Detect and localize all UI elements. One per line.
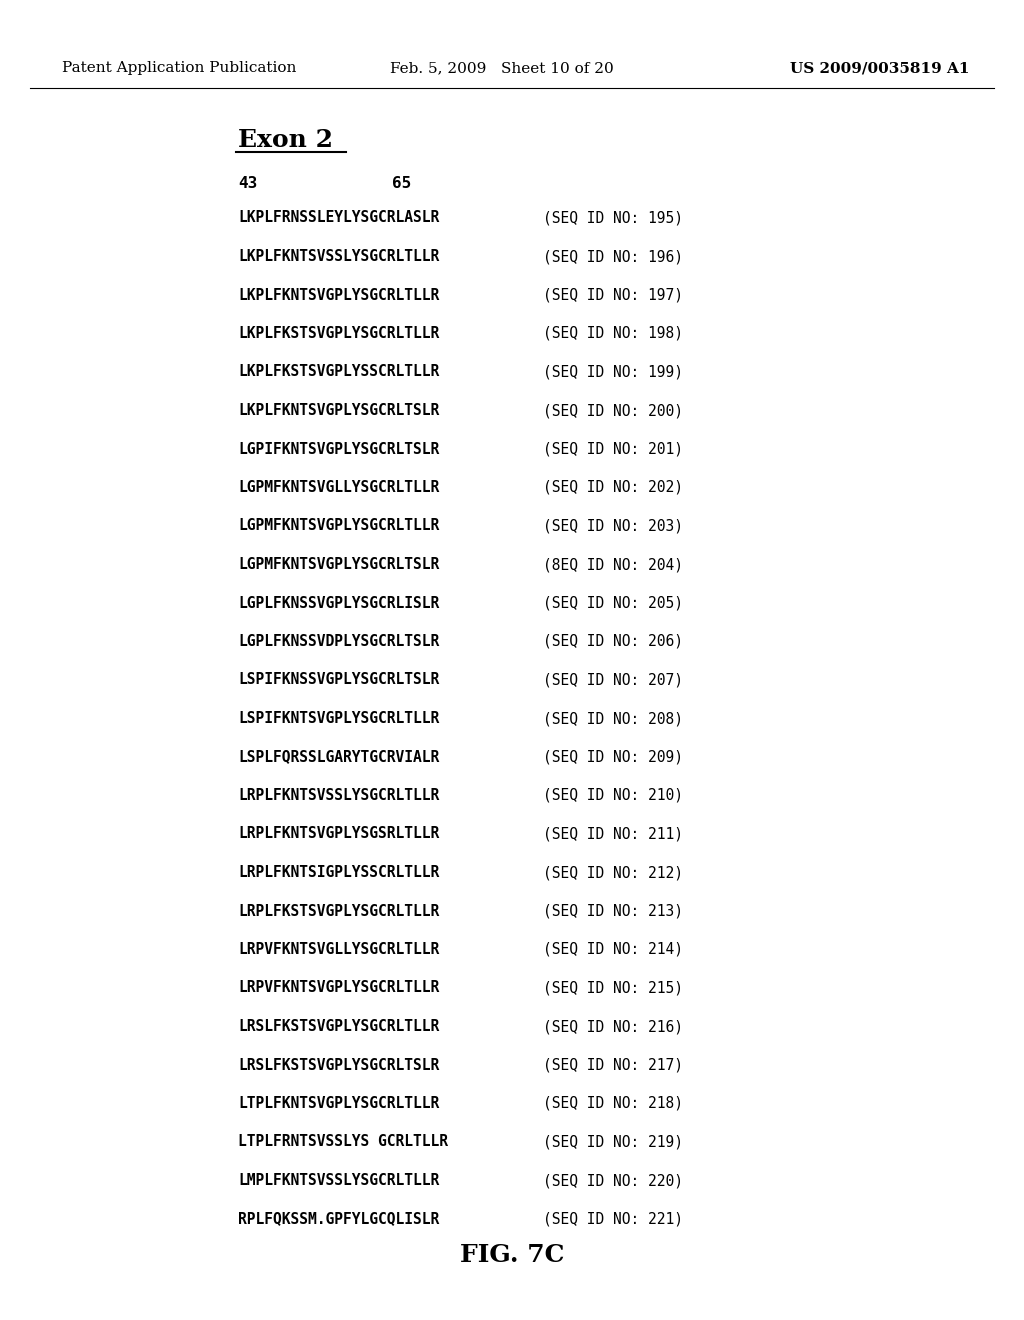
Text: (SEQ ID NO: 220): (SEQ ID NO: 220) <box>543 1173 683 1188</box>
Text: LRPLFKNTSIGPLYSSCRLTLLR: LRPLFKNTSIGPLYSSCRLTLLR <box>238 865 439 880</box>
Text: Feb. 5, 2009   Sheet 10 of 20: Feb. 5, 2009 Sheet 10 of 20 <box>390 61 613 75</box>
Text: (8EQ ID NO: 204): (8EQ ID NO: 204) <box>543 557 683 572</box>
Text: LSPLFQRSSLGARYTGCRVIALR: LSPLFQRSSLGARYTGCRVIALR <box>238 750 439 764</box>
Text: (SEQ ID NO: 215): (SEQ ID NO: 215) <box>543 981 683 995</box>
Text: LSPIFKNTSVGPLYSGCRLTLLR: LSPIFKNTSVGPLYSGCRLTLLR <box>238 711 439 726</box>
Text: LGPIFKNTSVGPLYSGCRLTSLR: LGPIFKNTSVGPLYSGCRLTSLR <box>238 441 439 457</box>
Text: LSPIFKNSSVGPLYSGCRLTSLR: LSPIFKNSSVGPLYSGCRLTSLR <box>238 672 439 688</box>
Text: LKPLFKNTSVGPLYSGCRLTSLR: LKPLFKNTSVGPLYSGCRLTSLR <box>238 403 439 418</box>
Text: (SEQ ID NO: 209): (SEQ ID NO: 209) <box>543 750 683 764</box>
Text: LRPLFKNTSVSSLYSGCRLTLLR: LRPLFKNTSVSSLYSGCRLTLLR <box>238 788 439 803</box>
Text: LRPVFKNTSVGLLYSGCRLTLLR: LRPVFKNTSVGLLYSGCRLTLLR <box>238 942 439 957</box>
Text: (SEQ ID NO: 212): (SEQ ID NO: 212) <box>543 865 683 880</box>
Text: (SEQ ID NO: 203): (SEQ ID NO: 203) <box>543 519 683 533</box>
Text: (SEQ ID NO: 214): (SEQ ID NO: 214) <box>543 942 683 957</box>
Text: Patent Application Publication: Patent Application Publication <box>62 61 296 75</box>
Text: (SEQ ID NO: 202): (SEQ ID NO: 202) <box>543 480 683 495</box>
Text: LGPLFKNSSVDPLYSGCRLTSLR: LGPLFKNSSVDPLYSGCRLTSLR <box>238 634 439 649</box>
Text: LRSLFKSTSVGPLYSGCRLTSLR: LRSLFKSTSVGPLYSGCRLTSLR <box>238 1057 439 1072</box>
Text: (SEQ ID NO: 221): (SEQ ID NO: 221) <box>543 1212 683 1226</box>
Text: LKPLFKSTSVGPLYSGCRLTLLR: LKPLFKSTSVGPLYSGCRLTLLR <box>238 326 439 341</box>
Text: Exon 2: Exon 2 <box>238 128 333 152</box>
Text: LKPLFKNTSVGPLYSGCRLTLLR: LKPLFKNTSVGPLYSGCRLTLLR <box>238 288 439 302</box>
Text: 65: 65 <box>392 176 412 190</box>
Text: (SEQ ID NO: 198): (SEQ ID NO: 198) <box>543 326 683 341</box>
Text: LTPLFKNTSVGPLYSGCRLTLLR: LTPLFKNTSVGPLYSGCRLTLLR <box>238 1096 439 1111</box>
Text: LRPLFKSTSVGPLYSGCRLTLLR: LRPLFKSTSVGPLYSGCRLTLLR <box>238 903 439 919</box>
Text: (SEQ ID NO: 207): (SEQ ID NO: 207) <box>543 672 683 688</box>
Text: (SEQ ID NO: 216): (SEQ ID NO: 216) <box>543 1019 683 1034</box>
Text: LRPVFKNTSVGPLYSGCRLTLLR: LRPVFKNTSVGPLYSGCRLTLLR <box>238 981 439 995</box>
Text: LKPLFKSTSVGPLYSSCRLTLLR: LKPLFKSTSVGPLYSSCRLTLLR <box>238 364 439 380</box>
Text: (SEQ ID NO: 217): (SEQ ID NO: 217) <box>543 1057 683 1072</box>
Text: (SEQ ID NO: 199): (SEQ ID NO: 199) <box>543 364 683 380</box>
Text: LGPMFKNTSVGLLYSGCRLTLLR: LGPMFKNTSVGLLYSGCRLTLLR <box>238 480 439 495</box>
Text: (SEQ ID NO: 206): (SEQ ID NO: 206) <box>543 634 683 649</box>
Text: US 2009/0035819 A1: US 2009/0035819 A1 <box>790 61 970 75</box>
Text: LGPMFKNTSVGPLYSGCRLTSLR: LGPMFKNTSVGPLYSGCRLTSLR <box>238 557 439 572</box>
Text: LMPLFKNTSVSSLYSGCRLTLLR: LMPLFKNTSVSSLYSGCRLTLLR <box>238 1173 439 1188</box>
Text: (SEQ ID NO: 211): (SEQ ID NO: 211) <box>543 826 683 842</box>
Text: (SEQ ID NO: 210): (SEQ ID NO: 210) <box>543 788 683 803</box>
Text: (SEQ ID NO: 195): (SEQ ID NO: 195) <box>543 210 683 226</box>
Text: (SEQ ID NO: 205): (SEQ ID NO: 205) <box>543 595 683 610</box>
Text: LGPMFKNTSVGPLYSGCRLTLLR: LGPMFKNTSVGPLYSGCRLTLLR <box>238 519 439 533</box>
Text: (SEQ ID NO: 201): (SEQ ID NO: 201) <box>543 441 683 457</box>
Text: (SEQ ID NO: 208): (SEQ ID NO: 208) <box>543 711 683 726</box>
Text: FIG. 7C: FIG. 7C <box>460 1243 564 1267</box>
Text: 43: 43 <box>238 176 257 190</box>
Text: LTPLFRNTSVSSLYS GCRLTLLR: LTPLFRNTSVSSLYS GCRLTLLR <box>238 1134 449 1150</box>
Text: (SEQ ID NO: 218): (SEQ ID NO: 218) <box>543 1096 683 1111</box>
Text: (SEQ ID NO: 219): (SEQ ID NO: 219) <box>543 1134 683 1150</box>
Text: LGPLFKNSSVGPLYSGCRLISLR: LGPLFKNSSVGPLYSGCRLISLR <box>238 595 439 610</box>
Text: LKPLFRNSSLEYLYSGCRLASLR: LKPLFRNSSLEYLYSGCRLASLR <box>238 210 439 226</box>
Text: LKPLFKNTSVSSLYSGCRLTLLR: LKPLFKNTSVSSLYSGCRLTLLR <box>238 249 439 264</box>
Text: LRPLFKNTSVGPLYSGSRLTLLR: LRPLFKNTSVGPLYSGSRLTLLR <box>238 826 439 842</box>
Text: LRSLFKSTSVGPLYSGCRLTLLR: LRSLFKSTSVGPLYSGCRLTLLR <box>238 1019 439 1034</box>
Text: (SEQ ID NO: 200): (SEQ ID NO: 200) <box>543 403 683 418</box>
Text: (SEQ ID NO: 213): (SEQ ID NO: 213) <box>543 903 683 919</box>
Text: (SEQ ID NO: 196): (SEQ ID NO: 196) <box>543 249 683 264</box>
Text: RPLFQKSSM.GPFYLGCQLISLR: RPLFQKSSM.GPFYLGCQLISLR <box>238 1212 439 1226</box>
Text: (SEQ ID NO: 197): (SEQ ID NO: 197) <box>543 288 683 302</box>
